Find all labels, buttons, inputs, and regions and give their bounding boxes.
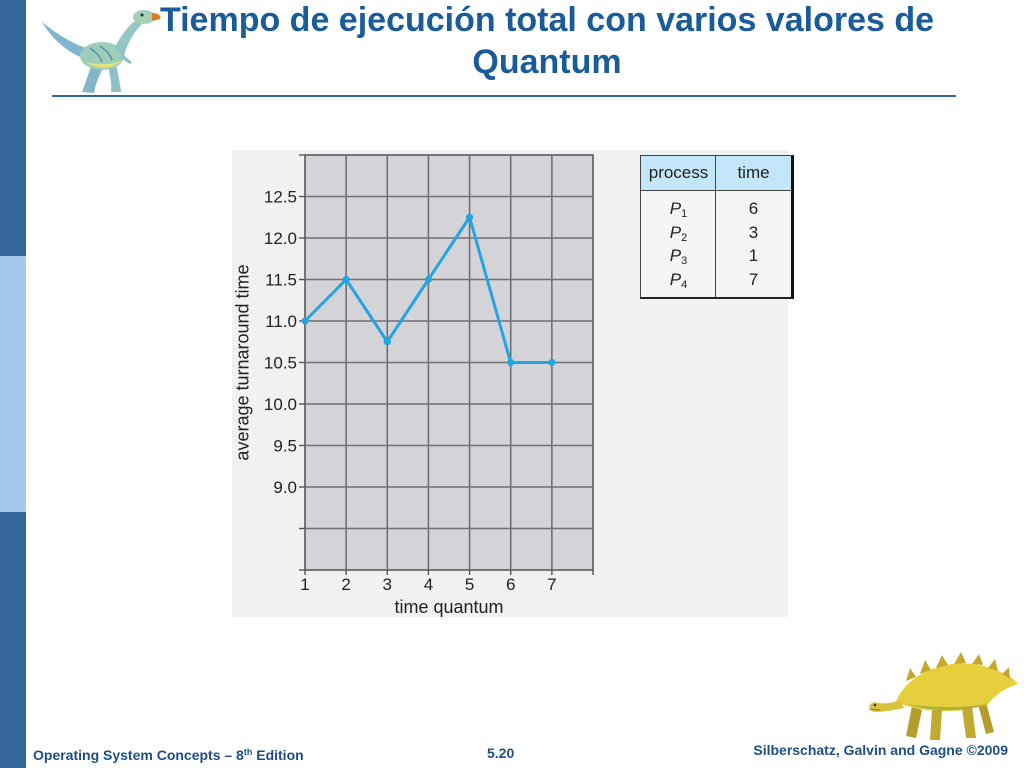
process-name: P <box>669 222 682 242</box>
footer-page-number: 5.20 <box>487 745 515 761</box>
process-subscript: 1 <box>681 208 688 220</box>
y-tick-label: 9.5 <box>273 437 297 456</box>
y-tick-label: 10.0 <box>264 395 297 414</box>
table-column-divider <box>715 156 716 297</box>
x-tick-label: 6 <box>506 575 515 594</box>
turnaround-chart: 12.5 12.0 11.5 11.0 10.5 10.0 9.5 9.0 1 2 3 4 5 6 7 ti… <box>233 154 594 617</box>
x-tick-label: 5 <box>465 575 474 594</box>
sidebar-strip-top <box>0 0 26 256</box>
table-row: P3 1 <box>641 244 791 268</box>
y-tick-label: 12.0 <box>264 229 297 248</box>
time-cell: 7 <box>748 269 759 289</box>
footer-edition-superscript: th <box>243 747 253 757</box>
slide-title-line-1: Tiempo de ejecución total con varios val… <box>159 1 935 39</box>
y-tick-label: 11.5 <box>265 271 297 290</box>
sidebar-strip-middle <box>0 256 26 512</box>
y-tick-label: 11.0 <box>265 312 297 331</box>
x-tick-label: 1 <box>300 575 309 594</box>
table-row: P1 6 <box>641 197 791 221</box>
table-body: P1 6 P2 3 P3 1 P4 7 <box>641 191 791 291</box>
process-subscript: 3 <box>681 255 688 267</box>
process-name: P <box>669 199 682 218</box>
data-point <box>507 358 515 367</box>
series-group <box>301 213 556 367</box>
process-cell: P4 <box>641 268 716 292</box>
y-tick-label: 10.5 <box>264 354 297 373</box>
data-point <box>383 338 391 346</box>
process-name: P <box>669 246 682 265</box>
process-cell: P3 <box>641 244 716 268</box>
column-header-process: process <box>648 163 709 182</box>
process-cell: P1 <box>641 197 716 221</box>
dinosaur-icon <box>868 652 1018 740</box>
process-time-table: process time P1 6 P2 3 P3 1 P4 7 <box>640 155 794 299</box>
y-tick-label: 9.0 <box>273 478 297 497</box>
process-name: P <box>669 269 682 289</box>
x-axis-label: time quantum <box>394 597 503 617</box>
process-subscript: 4 <box>681 278 688 291</box>
axis-ticks <box>299 154 594 575</box>
table-row: P4 7 <box>641 268 791 292</box>
process-cell: P2 <box>641 221 716 245</box>
slide-title: Tiempo de ejecución total con varios val… <box>100 0 994 83</box>
time-cell: 1 <box>748 246 759 265</box>
sidebar-strip-bottom <box>0 512 26 768</box>
footer-book-title: Operating System Concepts – 8th Edition <box>33 746 304 764</box>
time-cell: 6 <box>748 199 759 218</box>
dinosaur-icon <box>42 10 161 93</box>
x-tick-label: 4 <box>424 575 433 594</box>
title-divider <box>52 95 956 97</box>
x-tick-label: 3 <box>383 575 392 594</box>
process-subscript: 2 <box>681 231 688 244</box>
slide-title-line-2: Quantum <box>472 43 622 81</box>
data-point <box>342 275 350 284</box>
data-point <box>301 317 309 325</box>
tick-labels: 12.5 12.0 11.5 11.0 10.5 10.0 9.5 9.0 1 2 3 4 5 6 7 <box>264 188 557 595</box>
table-header-row: process time <box>641 156 791 191</box>
y-axis-label: average turnaround time <box>233 264 253 460</box>
x-tick-label: 2 <box>341 575 350 594</box>
x-tick-label: 7 <box>547 575 556 594</box>
footer-book-text: Operating System Concepts – 8 <box>33 747 244 763</box>
data-point <box>548 358 556 367</box>
footer-authors: Silberschatz, Galvin and Gagne ©2009 <box>753 742 1008 758</box>
data-point <box>424 275 433 284</box>
table-row: P2 3 <box>641 221 791 245</box>
column-header-time: time <box>737 163 770 182</box>
y-tick-label: 12.5 <box>264 188 297 207</box>
time-cell: 3 <box>748 222 759 242</box>
footer-edition-suffix: Edition <box>252 747 304 763</box>
data-point <box>465 213 474 221</box>
